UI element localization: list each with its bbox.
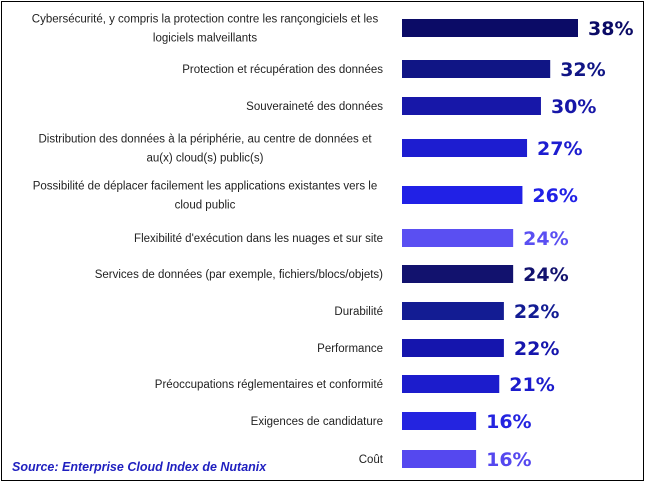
category-label: Durabilité [334, 306, 383, 318]
bar [402, 60, 551, 78]
value-label: 24% [523, 228, 568, 250]
bar [402, 186, 523, 204]
value-label: 24% [523, 264, 568, 286]
value-label: 16% [486, 411, 531, 433]
value-label: 38% [588, 18, 633, 40]
bar [402, 450, 477, 468]
bar [402, 412, 477, 430]
value-label: 22% [514, 338, 559, 360]
bar [402, 339, 504, 357]
value-label: 21% [509, 374, 554, 396]
bar [402, 265, 514, 283]
bar [402, 19, 578, 37]
value-label: 16% [486, 449, 531, 471]
bar [402, 229, 514, 247]
category-label: Préoccupations réglementaires et conform… [155, 379, 383, 391]
category-label: Services de données (par exemple, fichie… [95, 269, 383, 281]
value-label: 22% [514, 301, 559, 323]
bar [402, 97, 541, 115]
value-label: 27% [537, 138, 582, 160]
category-label: Distribution des données à la périphérie… [38, 134, 372, 165]
value-label: 26% [532, 185, 577, 207]
category-label: Souveraineté des données [246, 101, 383, 113]
category-label: Cybersécurité, y compris la protection c… [32, 14, 379, 45]
category-label: Flexibilité d'exécution dans les nuages … [134, 233, 383, 245]
bar [402, 139, 528, 157]
source-note: Source: Enterprise Cloud Index de Nutani… [12, 460, 267, 474]
category-label: Performance [317, 343, 383, 355]
value-label: 30% [551, 96, 596, 118]
bar [402, 302, 504, 320]
category-label: Protection et récupération des données [182, 64, 383, 76]
bar [402, 375, 500, 393]
value-label: 32% [560, 59, 605, 81]
category-label: Exigences de candidature [251, 416, 383, 428]
category-label: Possibilité de déplacer facilement les a… [33, 181, 378, 212]
category-label: Coût [359, 454, 384, 466]
